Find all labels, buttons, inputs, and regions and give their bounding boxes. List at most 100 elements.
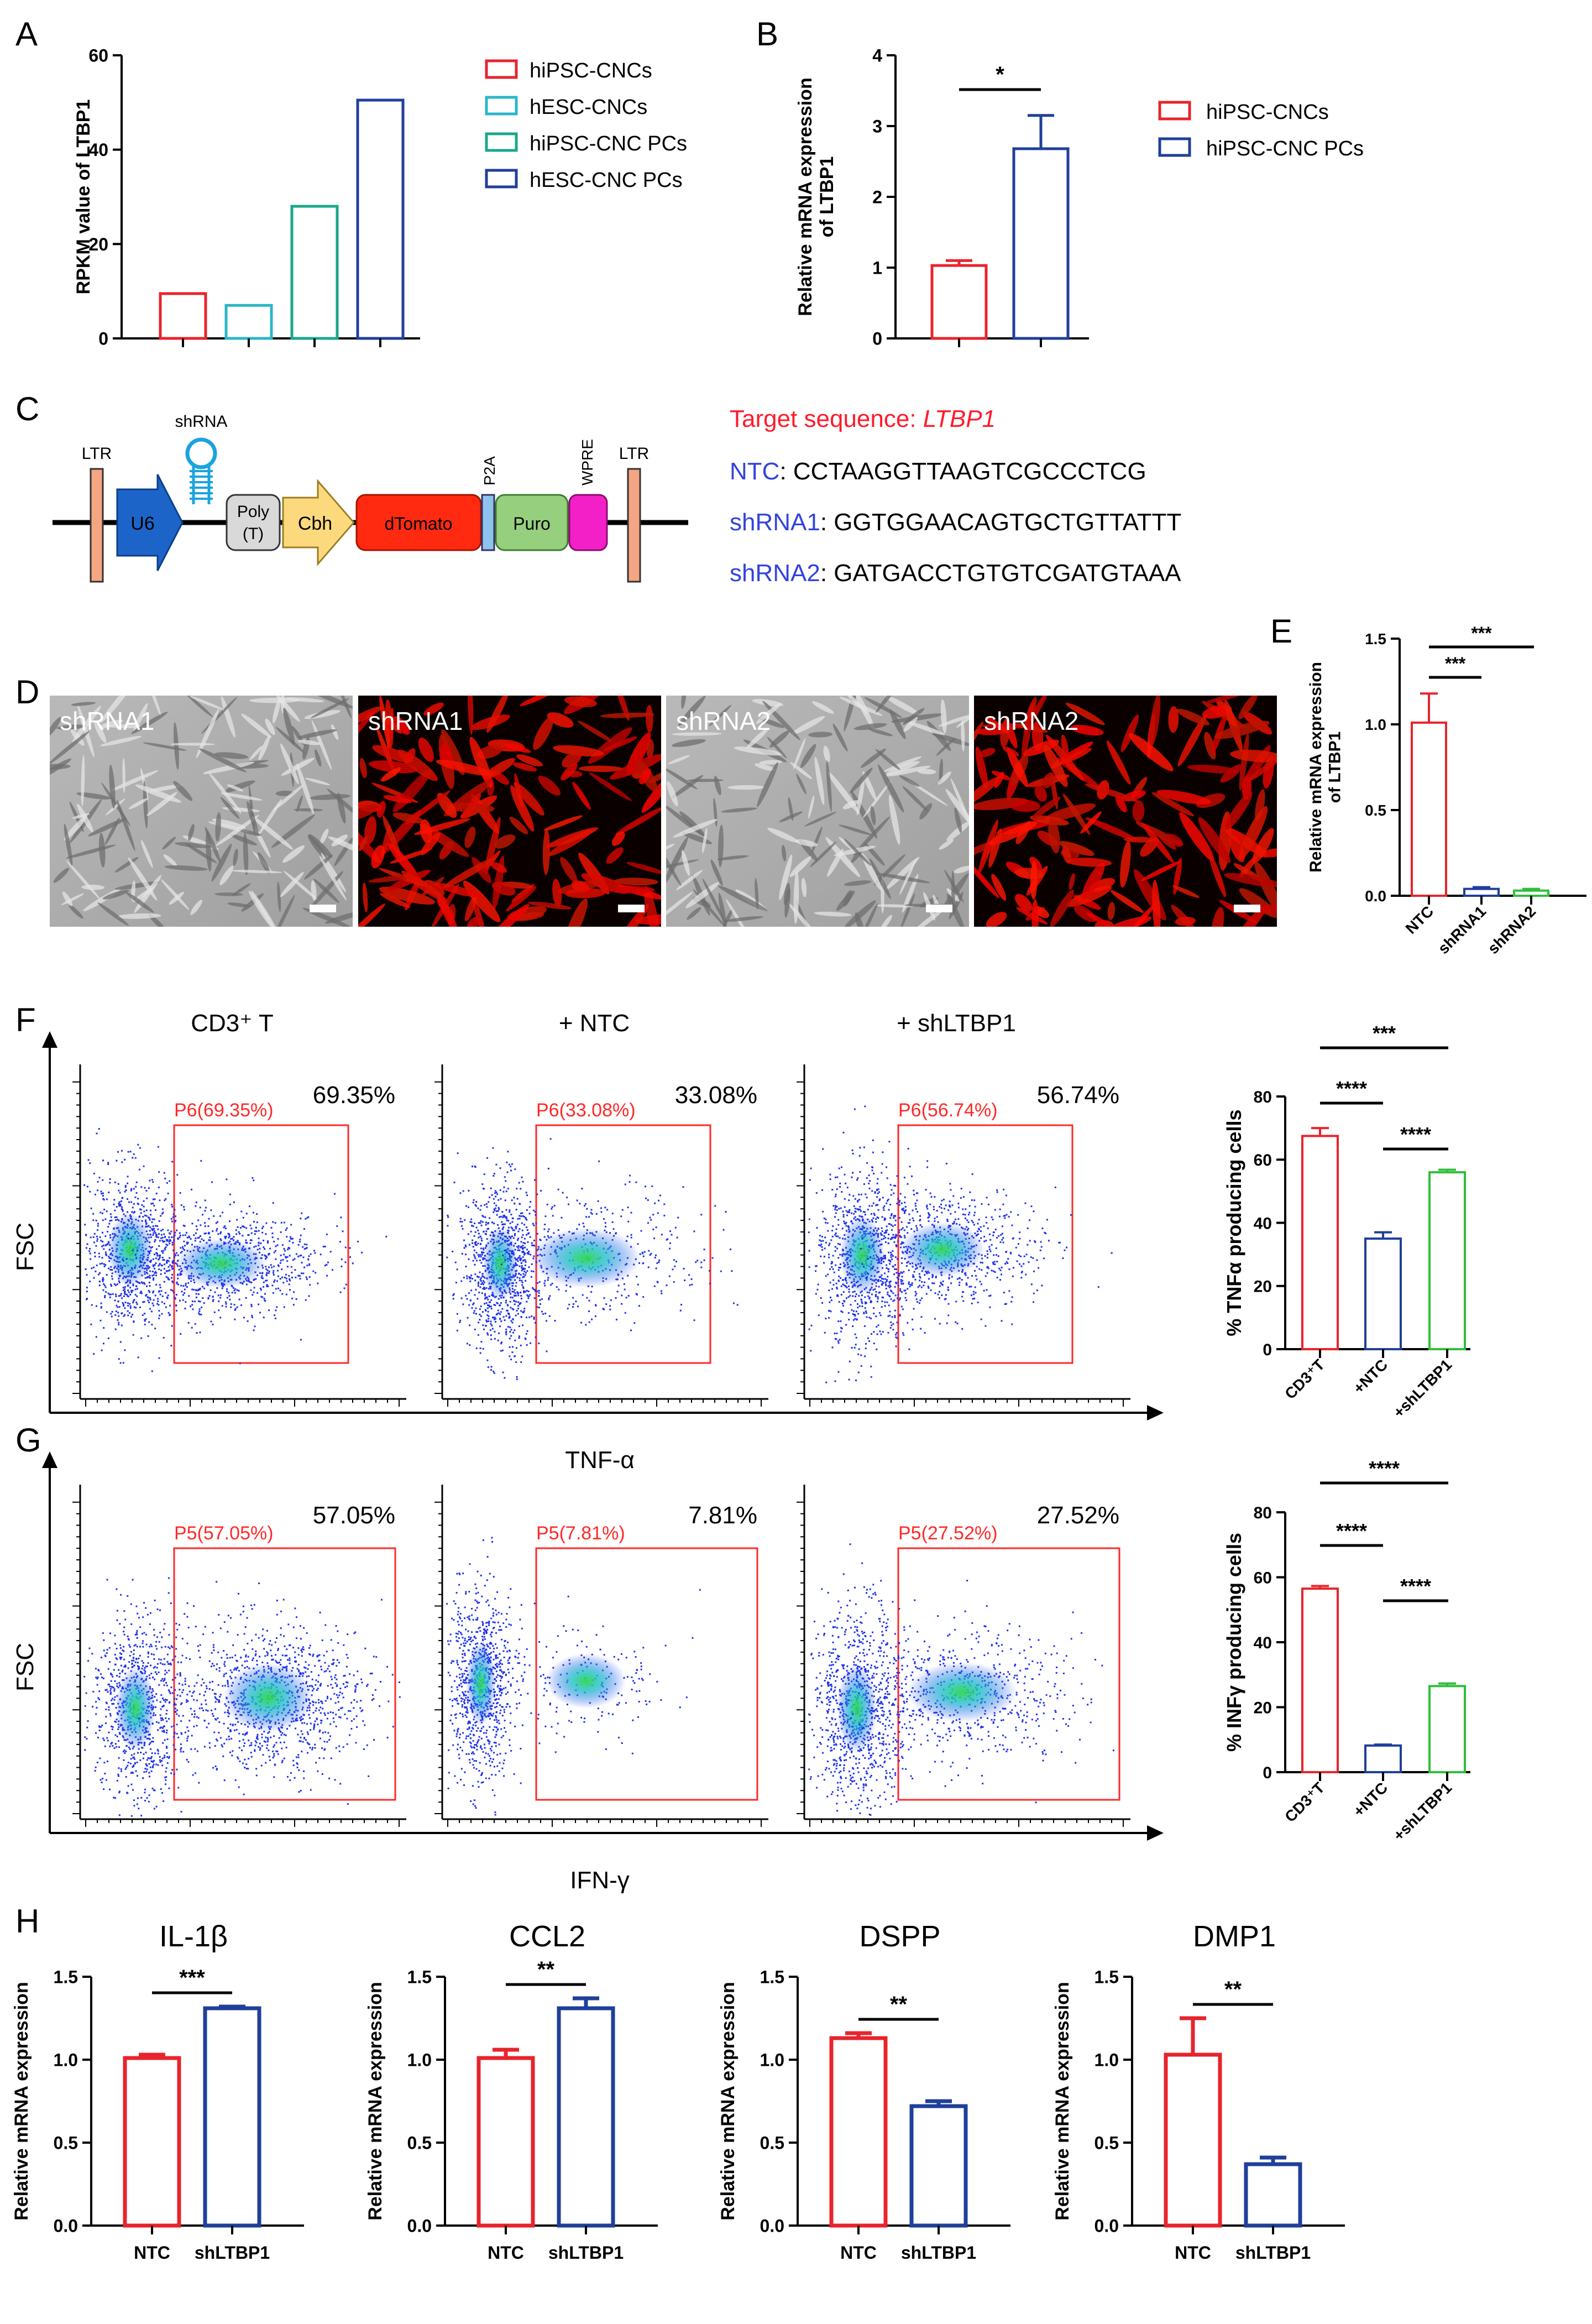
event <box>480 1305 482 1308</box>
event <box>274 1222 276 1224</box>
event <box>266 1284 268 1286</box>
event <box>832 1268 834 1270</box>
event <box>135 1192 138 1194</box>
event <box>825 1241 827 1244</box>
event <box>526 1344 528 1346</box>
event <box>133 1211 135 1214</box>
event <box>530 1342 532 1344</box>
event <box>169 1269 171 1271</box>
event <box>171 1266 173 1268</box>
event <box>472 1239 474 1241</box>
event <box>956 1323 959 1325</box>
event <box>266 1285 268 1287</box>
event <box>857 1303 859 1305</box>
cell <box>516 754 543 767</box>
event <box>829 1173 831 1176</box>
event <box>528 1206 531 1208</box>
event <box>107 1163 109 1166</box>
cell <box>1156 790 1212 805</box>
event <box>483 1276 485 1278</box>
event <box>494 1304 496 1307</box>
event <box>474 1241 476 1244</box>
event <box>900 1221 903 1223</box>
event <box>840 1326 842 1329</box>
event <box>855 1296 857 1298</box>
event <box>167 1192 169 1194</box>
event <box>285 1277 287 1279</box>
event <box>251 1314 253 1317</box>
event <box>200 1160 202 1162</box>
event <box>150 1214 152 1216</box>
event <box>174 1298 176 1300</box>
event <box>99 1236 101 1238</box>
event <box>344 1261 347 1263</box>
event <box>517 1301 520 1303</box>
event <box>97 1181 99 1183</box>
event <box>500 1343 502 1345</box>
event <box>283 1221 285 1224</box>
event <box>487 1223 489 1225</box>
event <box>175 1262 177 1265</box>
cell <box>899 775 920 787</box>
event <box>289 1240 291 1242</box>
event <box>919 1219 921 1221</box>
event <box>842 1214 845 1216</box>
event <box>590 1211 592 1214</box>
cell <box>319 855 347 901</box>
event <box>475 1307 477 1309</box>
event <box>535 1214 537 1216</box>
y-tick-label: 1.0 <box>1365 716 1386 733</box>
event <box>479 1235 481 1237</box>
event <box>286 1266 289 1268</box>
event <box>474 1279 476 1282</box>
flow-x-label: TNF-α <box>565 1446 635 1474</box>
event <box>285 1229 287 1231</box>
event <box>505 1302 507 1304</box>
event <box>519 1265 521 1267</box>
micrograph-label: shRNA2 <box>984 707 1078 735</box>
event <box>207 1298 210 1300</box>
event <box>510 1320 512 1322</box>
event <box>254 1325 256 1328</box>
event <box>118 1324 120 1326</box>
y-axis-label: Relative mRNA expression <box>795 77 816 316</box>
event <box>843 1284 845 1286</box>
event <box>473 1235 475 1237</box>
event <box>896 1322 898 1324</box>
event <box>511 1228 514 1230</box>
event <box>500 1320 502 1322</box>
event <box>260 1277 263 1279</box>
event <box>617 1284 620 1287</box>
event <box>154 1294 156 1297</box>
cell <box>1024 696 1049 733</box>
event <box>899 1289 902 1292</box>
event <box>495 1204 498 1207</box>
event <box>172 1216 175 1218</box>
event <box>234 1308 237 1310</box>
event <box>901 1262 903 1264</box>
event <box>522 1273 525 1275</box>
density-core <box>840 1215 885 1295</box>
cell <box>991 874 1007 901</box>
event <box>118 1189 120 1192</box>
event <box>520 1294 522 1297</box>
event <box>526 1249 528 1251</box>
event <box>839 1244 841 1246</box>
event <box>577 1305 579 1308</box>
event <box>90 1236 92 1239</box>
event <box>261 1275 263 1277</box>
event <box>503 1186 505 1188</box>
event <box>926 1204 928 1207</box>
event <box>127 1151 129 1153</box>
event <box>519 1218 521 1220</box>
event <box>520 1188 522 1190</box>
event <box>172 1292 175 1294</box>
event <box>465 1266 467 1268</box>
event <box>483 1287 485 1289</box>
event <box>314 1252 316 1254</box>
event <box>845 1285 847 1287</box>
event <box>517 1260 519 1262</box>
cell <box>359 758 367 779</box>
event <box>187 1282 190 1284</box>
event <box>897 1297 899 1299</box>
